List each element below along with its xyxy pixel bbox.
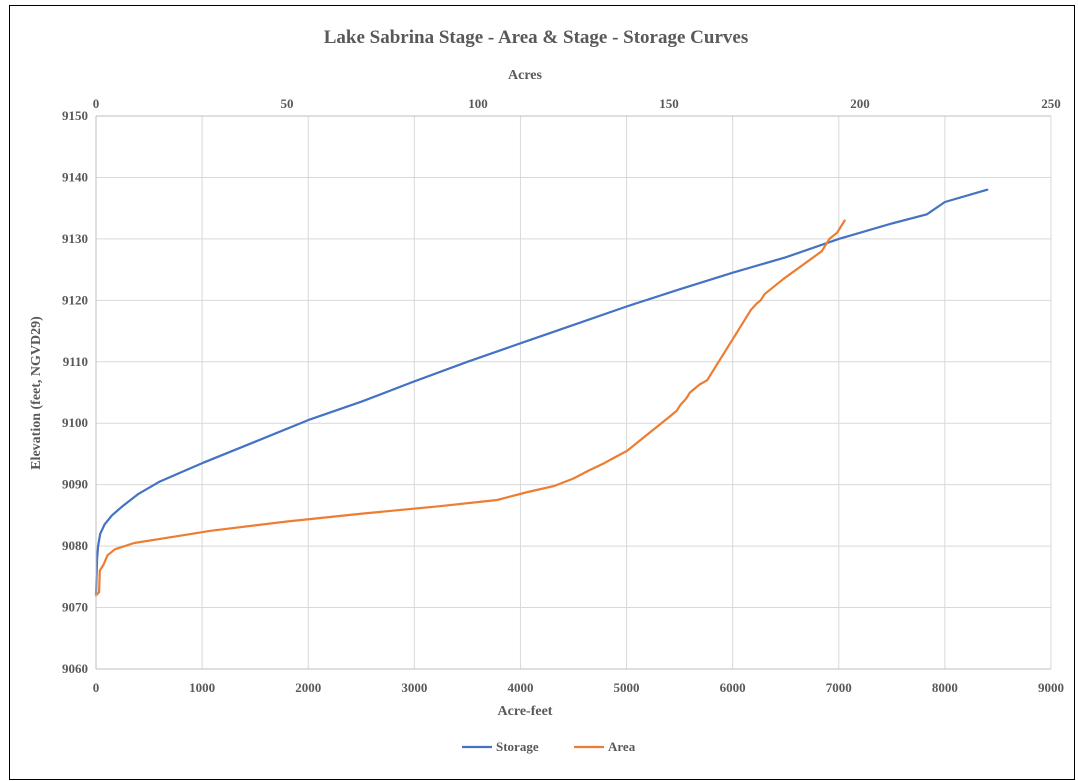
y-tick-label: 9140 <box>62 169 88 184</box>
series-line-storage <box>94 188 989 597</box>
y-tick-label: 9100 <box>62 415 88 430</box>
x-tick-label: 0 <box>93 680 100 695</box>
x2-tick-label: 0 <box>93 96 100 111</box>
y-axis-title: Elevation (feet, NGVD29) <box>29 316 44 470</box>
x-tick-label: 6000 <box>720 680 746 695</box>
y-tick-label: 9070 <box>62 600 88 615</box>
y-tick-label: 9150 <box>62 108 88 123</box>
y-tick-label: 9120 <box>62 292 88 307</box>
top-axis-title: Acres <box>508 68 542 83</box>
x2-tick-label: 200 <box>850 96 870 111</box>
chart-svg: 9060 9070 9080 9090 9100 9110 9120 9130 9140 9150… <box>29 27 1064 754</box>
axes: 9060 9070 9080 9090 9100 9110 9120 9130 9140 9150… <box>62 96 1064 695</box>
x2-tick-label: 150 <box>659 96 679 111</box>
chart-title: Lake Sabrina Stage - Area & Stage - Stor… <box>324 27 748 48</box>
y-tick-label: 9080 <box>62 538 88 553</box>
bottom-axis-title: Acre-feet <box>498 704 553 719</box>
legend-label-area: Area <box>608 739 636 754</box>
x-tick-label: 4000 <box>507 680 533 695</box>
x-tick-label: 9000 <box>1038 680 1064 695</box>
y-tick-label: 9110 <box>63 354 88 369</box>
legend: Storage Area <box>462 739 636 754</box>
x-tick-label: 1000 <box>189 680 215 695</box>
x-tick-label: 7000 <box>826 680 852 695</box>
x-tick-label: 2000 <box>295 680 321 695</box>
chart-frame: 9060 9070 9080 9090 9100 9110 9120 9130 9140 9150… <box>9 5 1075 780</box>
series-lines <box>94 188 989 597</box>
x2-tick-label: 250 <box>1041 96 1061 111</box>
y-tick-label: 9090 <box>62 477 88 492</box>
x-tick-label: 3000 <box>401 680 427 695</box>
x-tick-label: 8000 <box>932 680 958 695</box>
series-line-area <box>94 219 846 597</box>
legend-label-storage: Storage <box>496 739 539 754</box>
y-tick-label: 9130 <box>62 231 88 246</box>
x-tick-label: 5000 <box>614 680 640 695</box>
y-tick-label: 9060 <box>62 661 88 676</box>
x2-tick-label: 100 <box>468 96 488 111</box>
x2-tick-label: 50 <box>281 96 294 111</box>
gridlines <box>95 115 1052 670</box>
